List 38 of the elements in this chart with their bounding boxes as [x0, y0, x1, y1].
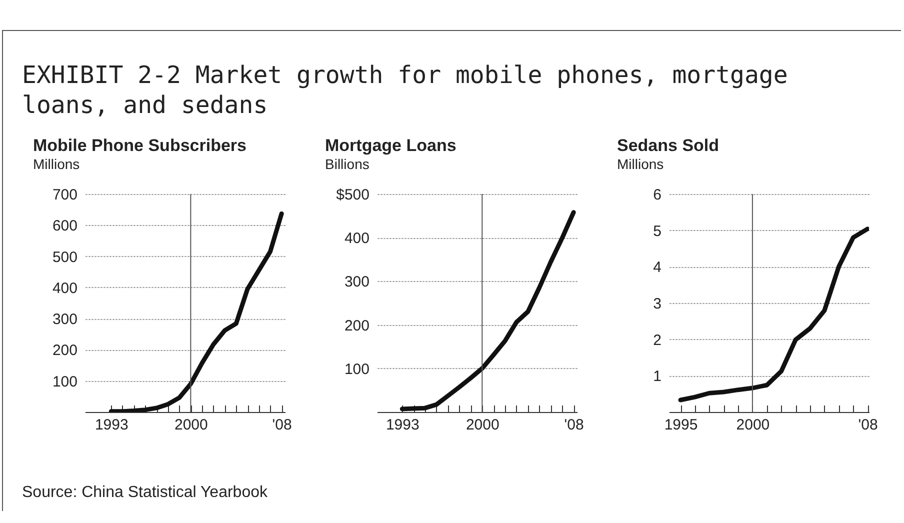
chart-title: Mortgage Loans [325, 136, 456, 155]
chart-title: Mobile Phone Subscribers [33, 136, 246, 155]
line-series [108, 211, 284, 412]
x-tick-label: 2000 [174, 416, 208, 434]
y-tick-label: 4 [653, 259, 662, 276]
y-axis-title: Millions [33, 156, 80, 172]
y-tick-label: 200 [344, 317, 370, 334]
y-tick-label: 300 [344, 274, 370, 291]
chart-title: Sedans Sold [617, 136, 720, 155]
x-tick-label: '08 [858, 416, 878, 434]
y-tick-label: 2 [653, 332, 662, 349]
x-tick-label: 1993 [386, 416, 420, 434]
x-tick-label: '08 [564, 416, 584, 434]
x-tick-label: 2000 [736, 416, 770, 434]
x-tick-label: 2000 [466, 416, 500, 434]
y-axis-title: Billions [325, 156, 370, 172]
x-tick-label: 1993 [94, 416, 128, 434]
x-tick-label: '08 [272, 416, 292, 434]
x-tick-label: 1995 [664, 416, 698, 434]
text: EXHIBIT 2-2 Market growth for mobile phones, mortgage loans, and sedans [22, 60, 789, 120]
y-tick-label: 400 [344, 230, 370, 248]
y-tick-label: 5 [653, 222, 662, 240]
y-tick-label: 600 [52, 218, 78, 235]
y-tick-label: 500 [52, 248, 78, 266]
y-tick-label: 200 [52, 342, 78, 360]
y-tick-label: $500 [336, 186, 370, 204]
y-tick-label: 3 [653, 296, 662, 312]
y-tick-label: 6 [653, 186, 662, 204]
y-tick-label: 700 [52, 186, 78, 204]
y-tick-label: 100 [344, 360, 370, 378]
y-tick-label: 300 [52, 311, 78, 328]
y-tick-label: 1 [653, 368, 662, 386]
y-tick-label: 100 [52, 373, 78, 390]
y-tick-label: 400 [52, 280, 78, 297]
line-series [400, 210, 576, 412]
y-axis-title: Millions [617, 156, 664, 172]
source-note: Source: China Statistical Yearbook [22, 484, 268, 502]
line-series [678, 226, 869, 402]
